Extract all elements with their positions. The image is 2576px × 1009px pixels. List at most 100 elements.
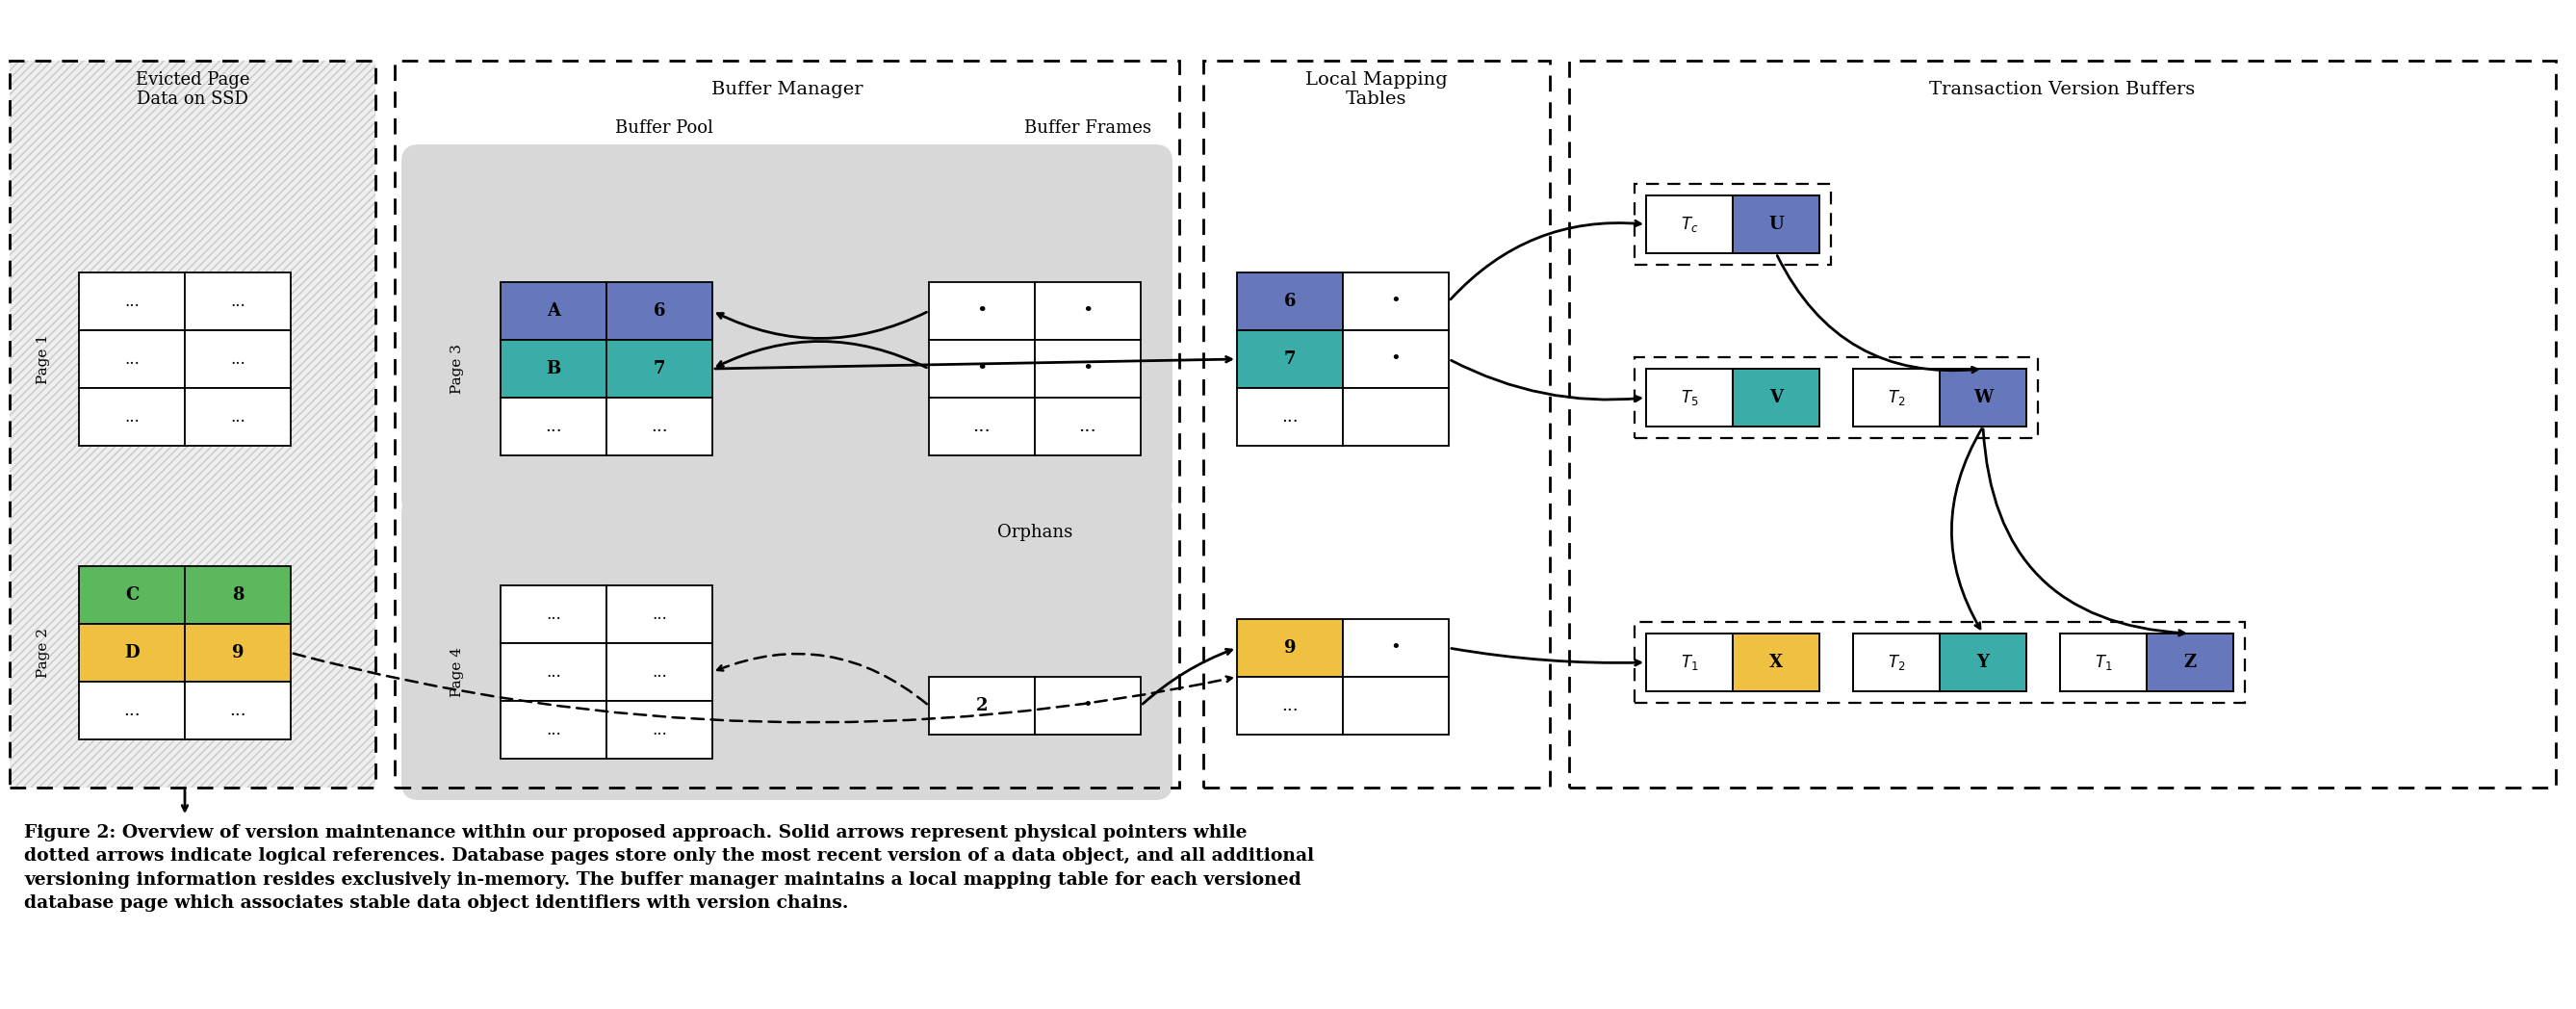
Bar xyxy=(1569,61,2555,788)
Bar xyxy=(930,283,1036,340)
Text: A: A xyxy=(546,303,559,320)
Bar xyxy=(1646,196,1734,253)
Text: Y: Y xyxy=(1976,654,1989,671)
Text: Figure 2: Overview of version maintenance within our proposed approach. Solid ar: Figure 2: Overview of version maintenanc… xyxy=(23,824,1314,912)
Text: ...: ... xyxy=(652,418,667,435)
Text: ...: ... xyxy=(124,351,139,367)
Bar xyxy=(1734,634,1819,691)
Text: ...: ... xyxy=(546,606,562,623)
Text: ...: ... xyxy=(546,418,562,435)
Bar xyxy=(1734,368,1819,427)
Text: ...: ... xyxy=(229,702,247,719)
Text: Buffer Frames: Buffer Frames xyxy=(1025,119,1151,136)
Text: •: • xyxy=(1082,360,1092,377)
Text: U: U xyxy=(1770,216,1783,233)
Bar xyxy=(1236,388,1342,446)
Bar xyxy=(605,283,714,340)
Text: C: C xyxy=(126,586,139,603)
Bar xyxy=(2061,634,2146,691)
Text: ...: ... xyxy=(124,409,139,425)
Bar xyxy=(1236,330,1342,388)
Bar xyxy=(930,340,1036,398)
Bar xyxy=(10,61,376,788)
Bar xyxy=(80,330,185,388)
Text: ...: ... xyxy=(652,721,667,738)
Text: Page 3: Page 3 xyxy=(451,344,464,394)
Text: 2: 2 xyxy=(976,697,989,714)
Text: Orphans: Orphans xyxy=(997,524,1072,541)
Bar xyxy=(1636,357,2038,438)
Text: Page 2: Page 2 xyxy=(36,628,49,678)
Bar xyxy=(1036,677,1141,735)
Text: •: • xyxy=(1391,293,1401,310)
Bar xyxy=(1036,283,1141,340)
Text: Local Mapping
Tables: Local Mapping Tables xyxy=(1306,71,1448,108)
Text: $T_c$: $T_c$ xyxy=(1680,215,1698,234)
Text: ...: ... xyxy=(229,294,245,310)
Text: •: • xyxy=(1391,640,1401,657)
Text: 9: 9 xyxy=(232,644,245,662)
Bar xyxy=(1646,634,1734,691)
Bar xyxy=(500,643,605,701)
Bar xyxy=(1636,622,2244,703)
Bar xyxy=(1940,368,2027,427)
Bar xyxy=(1342,330,1448,388)
Text: ...: ... xyxy=(1079,418,1097,435)
Bar xyxy=(605,643,714,701)
Bar xyxy=(500,585,605,643)
Bar xyxy=(1342,388,1448,446)
Bar xyxy=(605,340,714,398)
Text: •: • xyxy=(1082,303,1092,320)
Bar xyxy=(605,585,714,643)
Text: ...: ... xyxy=(652,606,667,623)
Text: ...: ... xyxy=(1280,697,1298,714)
Bar xyxy=(1940,634,2027,691)
Text: 7: 7 xyxy=(654,360,665,377)
Bar xyxy=(1646,368,1734,427)
Text: •: • xyxy=(976,360,987,377)
Bar xyxy=(1036,340,1141,398)
Text: 6: 6 xyxy=(654,303,665,320)
Bar xyxy=(80,388,185,446)
Text: 6: 6 xyxy=(1283,293,1296,310)
Bar xyxy=(80,566,185,624)
Bar xyxy=(500,340,605,398)
Text: W: W xyxy=(1973,388,1994,407)
Text: Z: Z xyxy=(2184,654,2197,671)
Bar xyxy=(930,398,1036,455)
Bar xyxy=(1734,196,1819,253)
Bar xyxy=(1236,620,1342,677)
Bar xyxy=(1236,272,1342,330)
Text: ...: ... xyxy=(229,409,245,425)
Text: 8: 8 xyxy=(232,586,245,603)
Bar xyxy=(500,283,605,340)
Bar xyxy=(185,272,291,330)
Text: •: • xyxy=(1082,697,1092,714)
Text: Evicted Page
Data on SSD: Evicted Page Data on SSD xyxy=(137,71,250,108)
Text: •: • xyxy=(1391,350,1401,368)
Text: ...: ... xyxy=(124,702,139,719)
Text: ...: ... xyxy=(652,664,667,680)
Bar xyxy=(185,566,291,624)
Bar xyxy=(1203,61,1551,788)
Text: V: V xyxy=(1770,388,1783,407)
Text: 9: 9 xyxy=(1283,640,1296,657)
Bar xyxy=(605,398,714,455)
Text: $T_2$: $T_2$ xyxy=(1888,388,1906,408)
Text: Buffer Pool: Buffer Pool xyxy=(616,119,714,136)
Bar xyxy=(10,61,376,788)
FancyBboxPatch shape xyxy=(402,495,1172,800)
Text: B: B xyxy=(546,360,562,377)
Text: ...: ... xyxy=(546,721,562,738)
Bar xyxy=(80,624,185,682)
Bar xyxy=(1236,677,1342,735)
Text: Buffer Manager: Buffer Manager xyxy=(711,81,863,98)
Text: $T_2$: $T_2$ xyxy=(1888,653,1906,672)
FancyBboxPatch shape xyxy=(402,144,1172,516)
Text: ...: ... xyxy=(546,664,562,680)
Bar xyxy=(930,677,1036,735)
Bar xyxy=(605,701,714,759)
Text: $T_1$: $T_1$ xyxy=(2094,653,2112,672)
Text: ...: ... xyxy=(229,351,245,367)
Bar xyxy=(185,388,291,446)
